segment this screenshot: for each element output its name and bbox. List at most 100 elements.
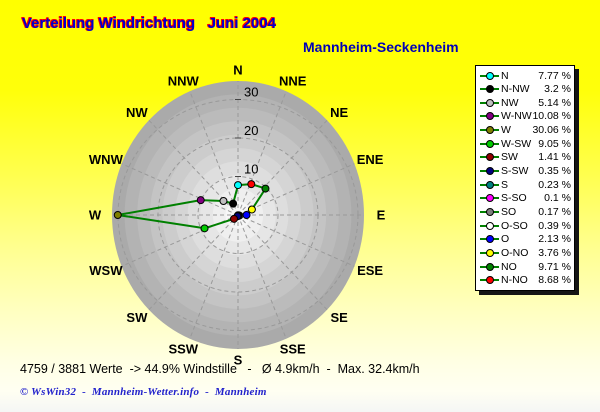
compass-label: NE (330, 105, 348, 120)
legend-value: 7.77 % (538, 69, 571, 82)
polar-grid-spoke (237, 214, 328, 311)
legend-item-S-SO: S-SO 0.1 % (480, 192, 571, 205)
legend-label: S-SO (501, 192, 527, 205)
compass-label: E (377, 208, 386, 223)
legend-label: SW (501, 151, 518, 164)
data-point-marker (230, 214, 239, 223)
polar-grid-spoke (237, 214, 287, 339)
legend-item-W-NW: W-NW 10.08 % (480, 110, 571, 123)
polar-grid-spoke (237, 214, 355, 267)
legend-label: O-SO (501, 219, 528, 232)
legend-marker-dot (485, 208, 494, 217)
polar-grid-spoke (237, 91, 287, 216)
polar-grid-spoke (237, 163, 355, 216)
data-point-marker (113, 211, 122, 219)
polar-grid-spoke (121, 163, 239, 216)
legend-item-S: S 0.23 % (480, 178, 571, 191)
legend-marker-dot (485, 249, 494, 258)
legend-series-line (480, 276, 499, 285)
legend-value: 2.13 % (538, 233, 571, 246)
compass-label: NNW (168, 74, 200, 89)
legend-item-N-NW: N-NW 3.2 % (480, 83, 571, 96)
polar-grid-spoke (148, 214, 239, 311)
data-point-marker (261, 184, 270, 193)
legend-series-line (480, 208, 499, 217)
legend: N 7.77 % N-NW 3.2 % NW 5.14 % W-NW 10.08 % W 30.0… (475, 65, 575, 291)
legend-item-W-SW: W-SW 9.05 % (480, 137, 571, 150)
legend-marker-dot (485, 235, 494, 244)
legend-item-SW: SW 1.41 % (480, 151, 571, 164)
legend-label: S-SW (501, 165, 529, 178)
legend-marker-dot (485, 276, 494, 285)
legend-value: 8.68 % (538, 274, 571, 287)
compass-label: NNE (279, 74, 307, 89)
legend-marker-dot (485, 153, 494, 162)
legend-item-NW: NW 5.14 % (480, 96, 571, 109)
legend-marker-dot (485, 167, 494, 176)
legend-value: 3.2 % (544, 83, 571, 96)
compass-label: WSW (89, 263, 123, 278)
data-point-marker (242, 211, 251, 219)
legend-item-O-NO: O-NO 3.76 % (480, 247, 571, 260)
legend-marker-dot (485, 71, 494, 80)
polar-grid-spoke (189, 91, 239, 216)
legend-item-S-SW: S-SW 0.35 % (480, 165, 571, 178)
compass-label: SE (330, 310, 348, 325)
data-point-marker (229, 199, 238, 208)
compass-label: W (89, 208, 102, 223)
legend-label: N-NO (501, 274, 528, 287)
compass-label: NW (126, 105, 148, 120)
legend-item-N-NO: N-NO 8.68 % (480, 274, 571, 287)
legend-series-line (480, 153, 499, 162)
legend-marker-dot (485, 262, 494, 271)
legend-item-N: N 7.77 % (480, 69, 571, 82)
legend-label: W-SW (501, 137, 532, 150)
station-name: Mannheim-Seckenheim (303, 39, 459, 55)
legend-series-line (480, 85, 499, 94)
legend-marker-dot (485, 126, 494, 135)
legend-series-line (480, 180, 499, 189)
legend-marker-dot (485, 180, 494, 189)
credit-line: © WsWin32 - Mannheim-Wetter.info - Mannh… (20, 386, 267, 398)
legend-value: 5.14 % (538, 96, 571, 109)
legend-label: O (501, 233, 510, 246)
compass-label: ESE (357, 263, 383, 278)
legend-value: 0.17 % (538, 206, 571, 219)
legend-value: 0.23 % (538, 178, 571, 191)
data-point-marker (234, 181, 242, 190)
legend-label: N-NW (501, 83, 530, 96)
compass-label: SSE (280, 341, 306, 356)
legend-marker-dot (485, 139, 494, 148)
stats-line: 4759 / 3881 Werte -> 44.9% Windstille - … (20, 362, 420, 376)
legend-label: O-NO (501, 247, 529, 260)
legend-item-O-SO: O-SO 0.39 % (480, 219, 571, 232)
legend-marker-dot (485, 221, 494, 230)
legend-value: 1.41 % (538, 151, 571, 164)
legend-series-line (480, 221, 499, 230)
legend-series-line (480, 126, 499, 135)
data-point-marker (196, 196, 205, 205)
data-point-marker (247, 205, 256, 214)
legend-series-line (480, 262, 499, 271)
legend-series-line (480, 139, 499, 148)
chart-title: Verteilung Windrichtung Juni 2004 (22, 15, 277, 32)
legend-label: SO (501, 206, 517, 219)
data-point-marker (247, 180, 256, 189)
data-point-marker (200, 224, 209, 233)
legend-value: 0.39 % (538, 219, 571, 232)
radial-tick-label: 30 (244, 85, 258, 100)
legend-label: N (501, 69, 509, 82)
legend-value: 10.08 % (532, 110, 571, 123)
legend-value: 3.76 % (538, 247, 571, 260)
legend-marker-dot (485, 194, 494, 203)
legend-value: 30.06 % (532, 124, 571, 137)
legend-value: 9.71 % (538, 260, 571, 273)
legend-value: 0.35 % (538, 165, 571, 178)
legend-series-line (480, 112, 499, 121)
compass-label: S (234, 353, 243, 368)
polar-grid-spoke (189, 214, 239, 339)
polar-grid-spoke (237, 119, 328, 216)
legend-item-W: W 30.06 % (480, 124, 571, 137)
legend-marker-dot (485, 112, 494, 121)
